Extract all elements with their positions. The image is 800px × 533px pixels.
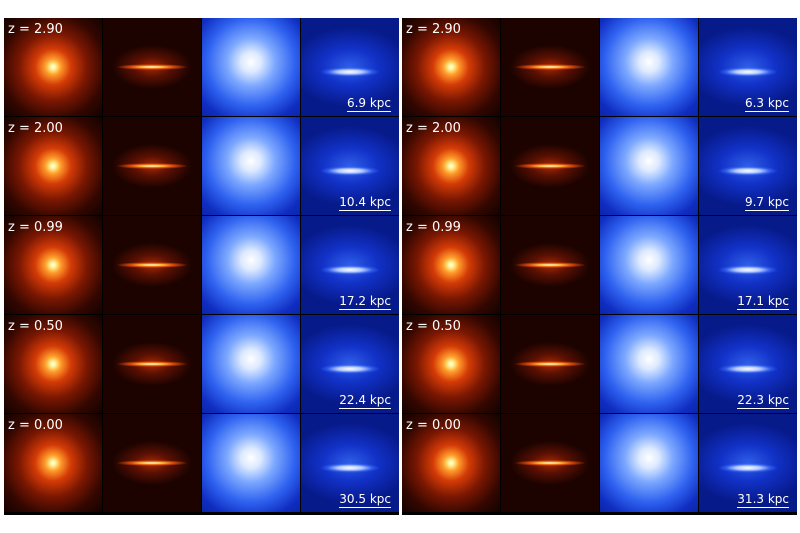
left-simulation-grid: z = 2.90 6.9 kpc z = 2.00 10.4 kpc z = 0… (4, 18, 399, 515)
scale-label: 17.1 kpc (737, 294, 789, 308)
gas-edge-on-image: 17.2 kpc (301, 216, 399, 314)
scale-bar: 31.3 kpc (737, 492, 789, 508)
redshift-label: z = 0.99 (8, 220, 63, 235)
scale-label: 17.2 kpc (339, 294, 391, 308)
snapshot-row-3: z = 0.99 17.2 kpc (4, 216, 399, 315)
snapshot-row-4: z = 0.50 22.4 kpc (4, 315, 399, 414)
gas-face-on-image (202, 315, 300, 413)
scale-bar: 22.3 kpc (737, 393, 789, 409)
scale-label: 31.3 kpc (737, 492, 789, 506)
scale-bar-line (737, 309, 789, 310)
stellar-face-on-image: z = 2.90 (402, 18, 500, 116)
scale-bar-line (339, 507, 391, 508)
right-simulation-grid: z = 2.90 6.3 kpc z = 2.00 9.7 kpc z = 0.… (402, 18, 797, 515)
scale-bar: 17.2 kpc (339, 294, 391, 310)
scale-bar-line (737, 507, 789, 508)
snapshot-row-4: z = 0.50 22.3 kpc (402, 315, 797, 414)
gas-face-on-image (600, 117, 698, 215)
stellar-edge-on-image (103, 18, 201, 116)
snapshot-row-2: z = 2.00 10.4 kpc (4, 117, 399, 216)
scale-bar-line (339, 408, 391, 409)
snapshot-row-5: z = 0.00 31.3 kpc (402, 414, 797, 513)
snapshot-row-1: z = 2.90 6.3 kpc (402, 18, 797, 117)
stellar-face-on-image: z = 0.99 (4, 216, 102, 314)
scale-bar-line (737, 408, 789, 409)
stellar-face-on-image: z = 2.00 (4, 117, 102, 215)
redshift-label: z = 0.00 (406, 418, 461, 433)
scale-label: 22.3 kpc (737, 393, 789, 407)
gas-face-on-image (600, 315, 698, 413)
stellar-edge-on-image (501, 216, 599, 314)
redshift-label: z = 2.00 (8, 121, 63, 136)
redshift-label: z = 0.00 (8, 418, 63, 433)
scale-bar-line (744, 210, 789, 211)
scale-label: 22.4 kpc (339, 393, 391, 407)
scale-bar: 9.7 kpc (744, 195, 789, 211)
stellar-face-on-image: z = 0.99 (402, 216, 500, 314)
scale-bar: 10.4 kpc (339, 195, 391, 211)
stellar-edge-on-image (501, 117, 599, 215)
gas-edge-on-image: 6.3 kpc (699, 18, 797, 116)
redshift-label: z = 0.50 (8, 319, 63, 334)
stellar-face-on-image: z = 2.90 (4, 18, 102, 116)
gas-face-on-image (202, 18, 300, 116)
gas-face-on-image (202, 414, 300, 512)
scale-bar: 22.4 kpc (339, 393, 391, 409)
gas-edge-on-image: 6.9 kpc (301, 18, 399, 116)
scale-bar: 6.9 kpc (346, 96, 391, 112)
stellar-face-on-image: z = 2.00 (402, 117, 500, 215)
redshift-label: z = 2.90 (8, 22, 63, 37)
redshift-label: z = 2.90 (406, 22, 461, 37)
scale-bar: 30.5 kpc (339, 492, 391, 508)
redshift-label: z = 0.99 (406, 220, 461, 235)
scale-bar-line (744, 111, 789, 112)
gas-face-on-image (600, 414, 698, 512)
gas-face-on-image (600, 18, 698, 116)
gas-face-on-image (202, 216, 300, 314)
scale-bar: 6.3 kpc (744, 96, 789, 112)
redshift-label: z = 2.00 (406, 121, 461, 136)
gas-edge-on-image: 17.1 kpc (699, 216, 797, 314)
scale-bar-line (339, 210, 391, 211)
gas-edge-on-image: 31.3 kpc (699, 414, 797, 512)
stellar-edge-on-image (103, 315, 201, 413)
gas-edge-on-image: 22.4 kpc (301, 315, 399, 413)
stellar-face-on-image: z = 0.00 (4, 414, 102, 512)
scale-label: 9.7 kpc (744, 195, 789, 209)
snapshot-row-1: z = 2.90 6.9 kpc (4, 18, 399, 117)
stellar-edge-on-image (501, 414, 599, 512)
stellar-edge-on-image (103, 117, 201, 215)
gas-face-on-image (202, 117, 300, 215)
gas-edge-on-image: 30.5 kpc (301, 414, 399, 512)
gas-edge-on-image: 10.4 kpc (301, 117, 399, 215)
snapshot-row-5: z = 0.00 30.5 kpc (4, 414, 399, 513)
gas-edge-on-image: 9.7 kpc (699, 117, 797, 215)
stellar-face-on-image: z = 0.00 (402, 414, 500, 512)
snapshot-row-3: z = 0.99 17.1 kpc (402, 216, 797, 315)
redshift-label: z = 0.50 (406, 319, 461, 334)
scale-label: 6.9 kpc (346, 96, 391, 110)
scale-label: 30.5 kpc (339, 492, 391, 506)
scale-bar-line (339, 309, 391, 310)
gas-edge-on-image: 22.3 kpc (699, 315, 797, 413)
stellar-edge-on-image (501, 18, 599, 116)
scale-bar: 17.1 kpc (737, 294, 789, 310)
scale-bar-line (346, 111, 391, 112)
stellar-face-on-image: z = 0.50 (402, 315, 500, 413)
stellar-edge-on-image (501, 315, 599, 413)
snapshot-row-2: z = 2.00 9.7 kpc (402, 117, 797, 216)
scale-label: 10.4 kpc (339, 195, 391, 209)
stellar-face-on-image: z = 0.50 (4, 315, 102, 413)
stellar-edge-on-image (103, 216, 201, 314)
gas-face-on-image (600, 216, 698, 314)
scale-label: 6.3 kpc (744, 96, 789, 110)
stellar-edge-on-image (103, 414, 201, 512)
